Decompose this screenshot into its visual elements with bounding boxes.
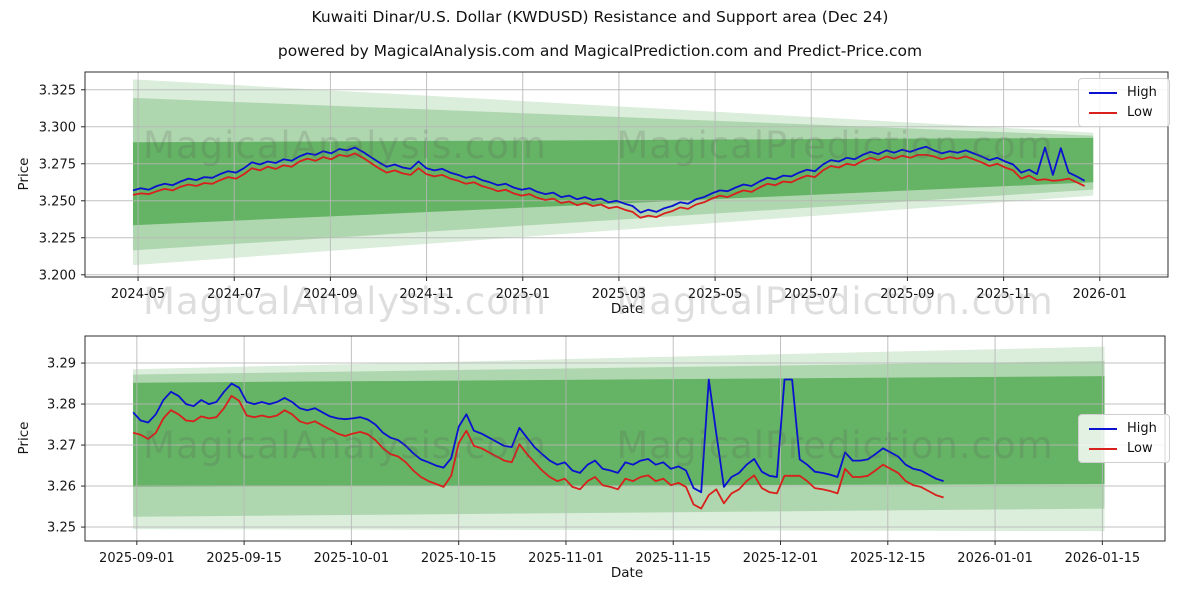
- low-line-swatch: [1089, 111, 1117, 114]
- x-tick-label: 2025-01: [496, 287, 550, 302]
- x-tick-label: 2025-10-01: [314, 551, 390, 566]
- top-chart: 3.200 3.225 3.250 3.275 3.300 3.325 2024-05 202…: [39, 71, 1169, 302]
- bottom-band-middle-area: [133, 361, 1105, 517]
- legend-high-item: High: [1089, 422, 1157, 435]
- x-tick-label: 2025-11-15: [635, 551, 711, 566]
- y-tick-label: 3.26: [47, 480, 76, 495]
- x-tick-label: 2024-07: [207, 287, 261, 302]
- top-high-line: [132, 145, 1086, 214]
- y-tick-label: 3.200: [39, 268, 76, 283]
- x-tick-label: 2025-03: [592, 287, 646, 302]
- x-tick-label: 2024-09: [303, 287, 357, 302]
- top-ticks: 3.200 3.225 3.250 3.275 3.300 3.325 2024-05 202…: [39, 83, 1127, 302]
- bottom-ticks: 3.25 3.26 3.27 3.28 3.29 2025-09-01 2025-09-15…: [47, 357, 1140, 566]
- y-tick-label: 3.28: [47, 398, 76, 413]
- bottom-grid: [85, 336, 1165, 541]
- top-low-line: [132, 152, 1085, 219]
- top-grid: [85, 72, 1168, 277]
- bottom-support-resistance-bands: [133, 346, 1105, 532]
- bottom-legend: High Low: [1078, 414, 1170, 463]
- x-tick-label: 2025-12-15: [850, 551, 926, 566]
- x-tick-label: 2025-07: [784, 287, 838, 302]
- bottom-band-outer-area: [133, 346, 1105, 532]
- y-tick-label: 3.225: [39, 231, 76, 246]
- low-line-swatch: [1089, 447, 1117, 450]
- x-tick-label: 2024-11: [399, 287, 453, 302]
- x-tick-label: 2025-09-15: [206, 551, 282, 566]
- chart-title: Kuwaiti Dinar/U.S. Dollar (KWDUSD) Resis…: [311, 8, 889, 26]
- bottom-price-axis-label: Price: [16, 421, 32, 455]
- legend-high-item: High: [1089, 86, 1157, 99]
- legend-low-label: Low: [1127, 441, 1153, 456]
- x-tick-label: 2025-12-01: [743, 551, 819, 566]
- chart-subtitle: powered by MagicalAnalysis.com and Magic…: [277, 42, 923, 60]
- y-tick-label: 3.25: [47, 521, 76, 536]
- y-tick-label: 3.250: [39, 194, 76, 209]
- legend-high-label: High: [1127, 421, 1157, 436]
- legend-low-item: Low: [1089, 106, 1157, 119]
- legend-low-label: Low: [1127, 105, 1153, 120]
- y-tick-label: 3.275: [39, 157, 76, 172]
- legend-high-label: High: [1127, 85, 1157, 100]
- bottom-chart: 3.25 3.26 3.27 3.28 3.29 2025-09-01 2025-09-15…: [47, 335, 1166, 566]
- bottom-low-line: [132, 394, 944, 510]
- high-line-swatch: [1089, 427, 1117, 430]
- y-tick-label: 3.325: [39, 83, 76, 98]
- x-tick-label: 2026-01-15: [1065, 551, 1141, 566]
- x-tick-label: 2025-11-01: [528, 551, 604, 566]
- top-band-middle-area: [132, 97, 1094, 251]
- bottom-high-line: [132, 378, 944, 494]
- y-tick-label: 3.300: [39, 120, 76, 135]
- bottom-date-axis-label: Date: [610, 565, 644, 581]
- x-tick-label: 2025-09-01: [99, 551, 175, 566]
- top-band-outer-area: [132, 79, 1094, 266]
- top-plot-border: [84, 71, 1169, 278]
- top-support-resistance-bands: [132, 79, 1094, 266]
- y-tick-label: 3.29: [47, 357, 76, 372]
- legend-low-item: Low: [1089, 442, 1157, 455]
- high-line-swatch: [1089, 91, 1117, 94]
- top-legend: High Low: [1078, 78, 1170, 127]
- x-tick-label: 2026-01-01: [957, 551, 1033, 566]
- top-date-axis-label: Date: [610, 301, 644, 317]
- x-tick-label: 2024-05: [111, 287, 165, 302]
- top-series: [132, 145, 1086, 219]
- x-tick-label: 2025-09: [880, 287, 934, 302]
- x-tick-label: 2025-10-15: [421, 551, 497, 566]
- x-tick-label: 2025-11: [976, 287, 1030, 302]
- y-tick-label: 3.27: [47, 439, 76, 454]
- x-tick-label: 2026-01: [1073, 287, 1127, 302]
- bottom-series: [132, 378, 944, 510]
- x-tick-label: 2025-05: [688, 287, 742, 302]
- top-price-axis-label: Price: [16, 157, 32, 191]
